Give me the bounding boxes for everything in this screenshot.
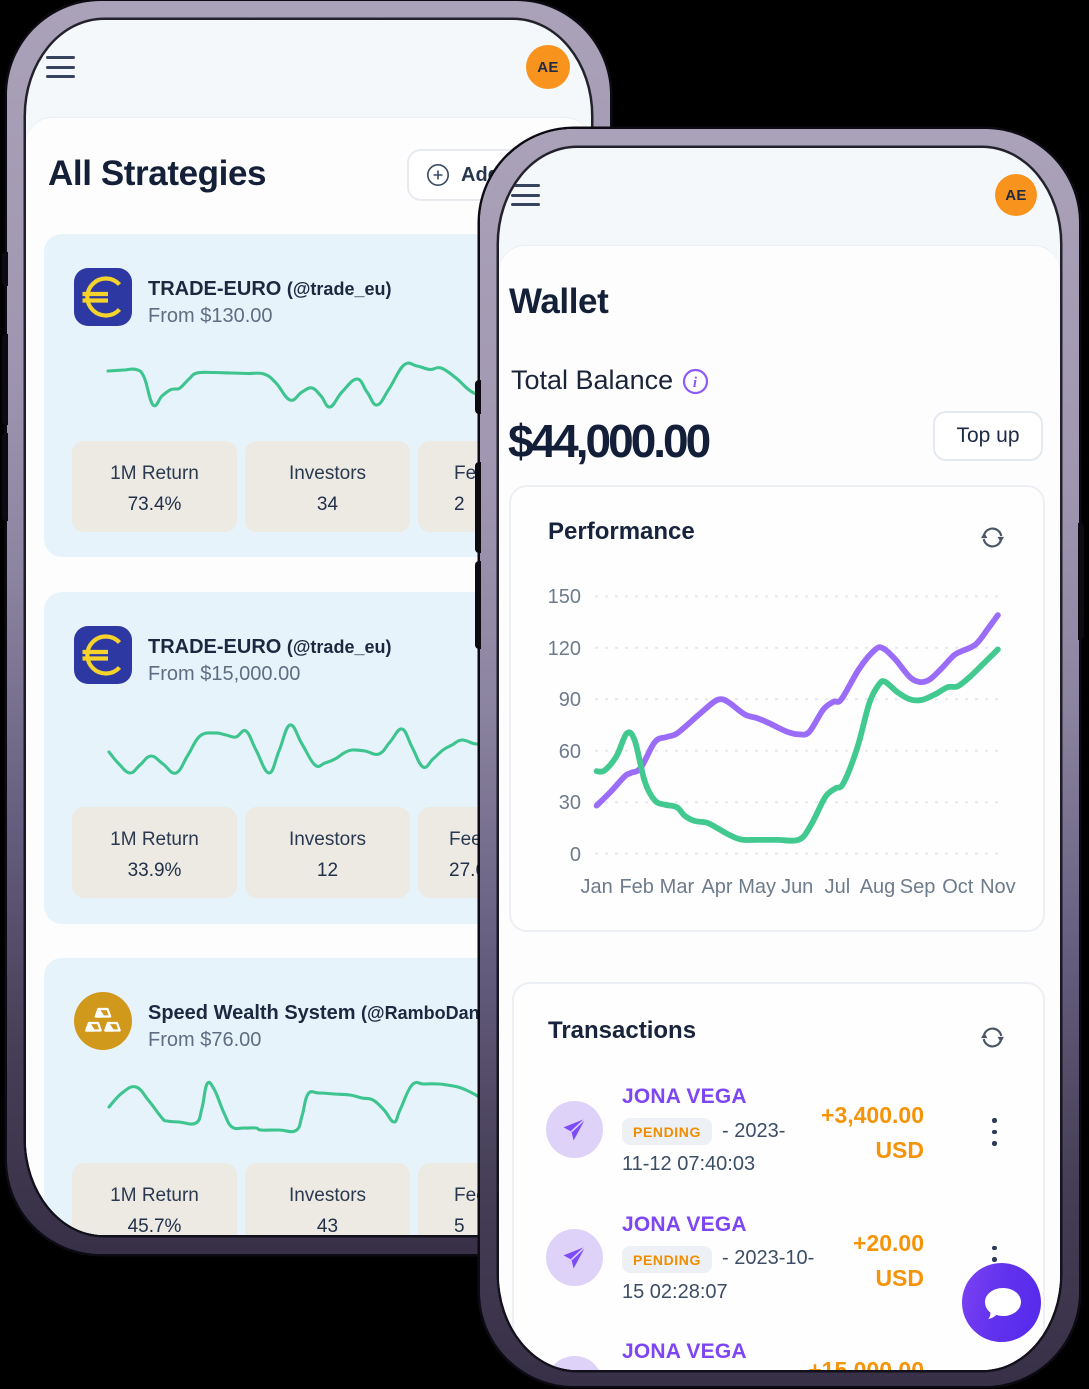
svg-text:Jul: Jul <box>825 876 851 898</box>
svg-text:Jun: Jun <box>781 876 813 898</box>
svg-text:Aug: Aug <box>860 876 896 898</box>
svg-text:120: 120 <box>548 638 581 660</box>
svg-text:Apr: Apr <box>701 876 732 898</box>
svg-text:0: 0 <box>570 844 581 866</box>
svg-text:i: i <box>693 375 698 391</box>
svg-text:90: 90 <box>559 689 581 711</box>
svg-text:Sep: Sep <box>900 876 936 898</box>
svg-text:Feb: Feb <box>619 876 653 898</box>
svg-text:Oct: Oct <box>942 876 974 898</box>
svg-text:30: 30 <box>559 792 581 814</box>
svg-text:Jan: Jan <box>580 876 612 898</box>
svg-text:60: 60 <box>559 741 581 763</box>
svg-text:May: May <box>738 876 776 898</box>
svg-text:Nov: Nov <box>980 876 1016 898</box>
svg-text:Mar: Mar <box>660 876 695 898</box>
svg-text:150: 150 <box>548 586 581 608</box>
